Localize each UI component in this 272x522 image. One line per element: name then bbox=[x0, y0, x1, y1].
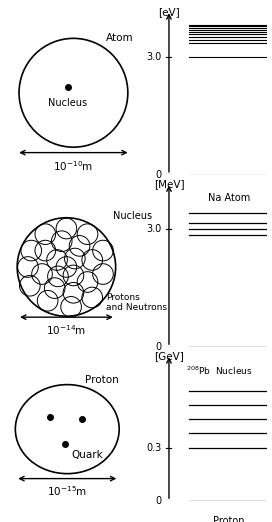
Text: 0.3: 0.3 bbox=[146, 443, 162, 453]
Text: [GeV]: [GeV] bbox=[154, 351, 184, 361]
Text: Protons
and Neutrons: Protons and Neutrons bbox=[106, 293, 167, 312]
Text: Quark: Quark bbox=[71, 450, 103, 460]
Text: 0: 0 bbox=[155, 170, 162, 180]
Text: $10^{-14}$m: $10^{-14}$m bbox=[46, 323, 86, 337]
Text: [eV]: [eV] bbox=[158, 7, 180, 17]
Text: 0: 0 bbox=[155, 342, 162, 352]
Text: $^{208}$Pb  Nucleus: $^{208}$Pb Nucleus bbox=[187, 365, 253, 377]
Text: 3.0: 3.0 bbox=[146, 52, 162, 62]
Text: Nucleus: Nucleus bbox=[113, 211, 152, 221]
Text: Nucleus: Nucleus bbox=[48, 98, 88, 108]
Text: Proton: Proton bbox=[213, 516, 245, 522]
Text: Na Atom: Na Atom bbox=[208, 193, 250, 203]
Text: [MeV]: [MeV] bbox=[154, 179, 184, 189]
Text: Proton: Proton bbox=[85, 375, 119, 385]
Text: 0: 0 bbox=[155, 496, 162, 506]
Text: Atom: Atom bbox=[106, 33, 133, 43]
Text: $10^{-15}$m: $10^{-15}$m bbox=[47, 484, 87, 499]
Text: 3.0: 3.0 bbox=[146, 224, 162, 234]
Text: $10^{-10}$m: $10^{-10}$m bbox=[53, 159, 94, 173]
